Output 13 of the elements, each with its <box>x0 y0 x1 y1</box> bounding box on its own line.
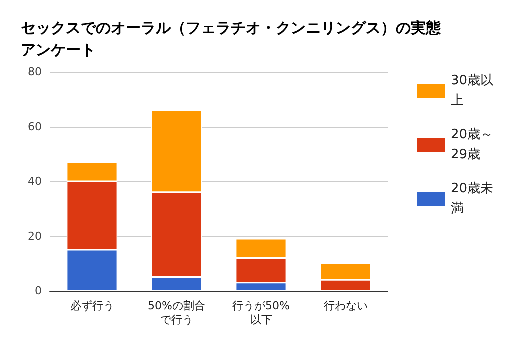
legend-label: 20歳未満 <box>451 182 494 216</box>
x-tick-label: 必ず行う <box>70 300 114 312</box>
y-tick-label: 80 <box>28 66 42 78</box>
legend-label: 20歳～29歳 <box>451 128 494 162</box>
y-tick-label: 40 <box>28 175 42 188</box>
x-tick-label: 50%の割合で行う <box>148 300 206 326</box>
legend-label: 30歳以上 <box>451 74 494 108</box>
x-tick-label: 行うが50%以下 <box>232 300 290 326</box>
y-tick-label: 20 <box>28 230 42 243</box>
y-tick-label: 60 <box>28 120 42 134</box>
y-tick-label: 0 <box>35 284 42 298</box>
x-tick-label: 行わない <box>324 300 368 312</box>
chart-title: セックスでのオーラル（フェラチオ・クンニリングス）の実態アンケート <box>21 19 442 59</box>
